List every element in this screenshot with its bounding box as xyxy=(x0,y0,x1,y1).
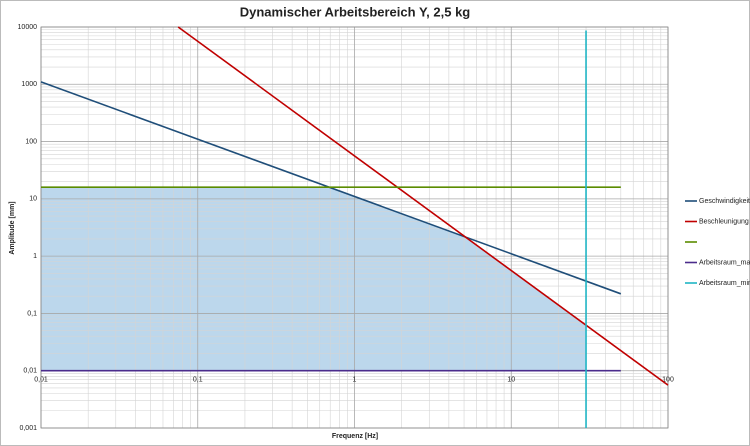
y-tick-label: 1 xyxy=(33,253,37,260)
y-tick-label: 10 xyxy=(29,196,37,203)
y-tick-label: 100 xyxy=(25,138,37,145)
y-axis-label: Amplitude [mm] xyxy=(9,201,16,254)
x-tick-label: 1 xyxy=(353,377,357,384)
x-axis-label: Frequenz [Hz] xyxy=(332,433,378,440)
plot-border xyxy=(40,26,669,429)
legend-label: Arbeitsraum_max xyxy=(699,259,750,266)
y-tick-label: 10000 xyxy=(18,24,38,31)
x-tick-label: 10 xyxy=(507,377,515,384)
legend-label: Arbeitsraum_min xyxy=(699,280,750,287)
x-tick-label: 0,1 xyxy=(193,377,203,384)
legend-label: Geschwindigkeit xyxy=(699,198,750,205)
y-tick-label: 1000 xyxy=(21,81,37,88)
y-tick-label: 0,01 xyxy=(23,368,37,375)
legend-label: Beschleunigung xyxy=(699,218,749,225)
y-tick-label: 0,1 xyxy=(27,310,37,317)
y-tick-label: 0,001 xyxy=(19,425,37,432)
chart-title: Dynamischer Arbeitsbereich Y, 2,5 kg xyxy=(240,4,471,19)
